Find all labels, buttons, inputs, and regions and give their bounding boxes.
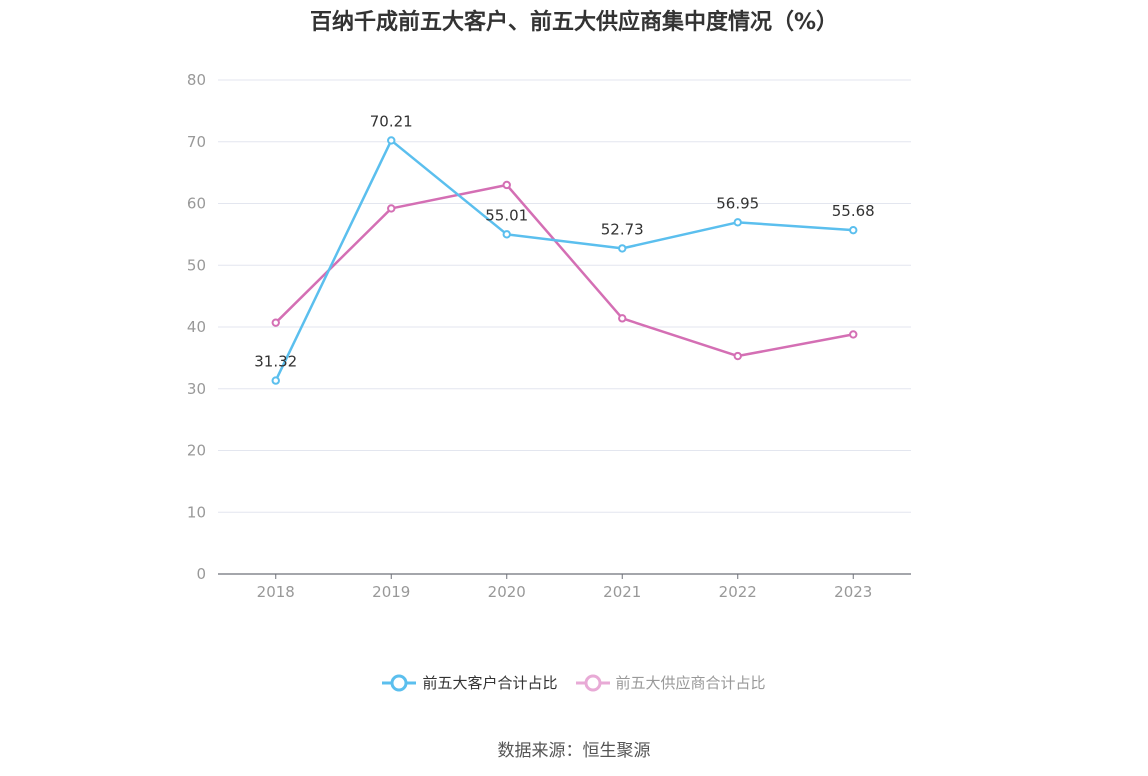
data-label: 55.01 — [485, 206, 528, 224]
data-point — [849, 225, 858, 235]
y-tick-label: 50 — [187, 256, 206, 274]
data-label: 55.68 — [832, 202, 875, 220]
data-point — [618, 244, 627, 253]
series-line — [274, 183, 854, 358]
legend-item-customers[interactable]: 前五大客户合计占比 — [382, 672, 558, 693]
data-point — [502, 230, 511, 239]
y-tick-label: 80 — [187, 71, 206, 89]
x-tick-label: 2021 — [603, 583, 641, 601]
data-point — [387, 204, 396, 213]
data-point — [271, 318, 280, 327]
y-tick-label: 40 — [187, 318, 206, 336]
data-label: 31.32 — [254, 353, 297, 371]
x-tick-label: 2023 — [834, 583, 872, 601]
chart-legend: 前五大客户合计占比 前五大供应商合计占比 — [0, 672, 1148, 693]
legend-line-circle-icon — [382, 674, 417, 691]
x-tick-label: 2022 — [719, 583, 757, 601]
data-label: 56.95 — [716, 194, 759, 212]
legend-label-suppliers: 前五大供应商合计占比 — [615, 674, 766, 692]
y-tick-label: 60 — [187, 195, 206, 213]
data-point — [502, 180, 511, 190]
legend-line-circle-icon — [575, 674, 610, 691]
legend-label-customers: 前五大客户合计占比 — [422, 674, 558, 692]
legend-item-suppliers[interactable]: 前五大供应商合计占比 — [575, 672, 766, 693]
y-tick-label: 70 — [187, 133, 206, 151]
chart-title: 百纳千成前五大客户、前五大供应商集中度情况（%） — [309, 10, 839, 35]
data-source: 数据来源：恒生聚源 — [497, 741, 651, 761]
x-tick-label: 2020 — [488, 583, 526, 601]
data-point — [849, 330, 858, 339]
data-point — [733, 351, 742, 361]
x-tick-label: 2018 — [257, 583, 295, 601]
data-label: 52.73 — [601, 220, 644, 238]
data-point — [618, 314, 627, 323]
x-tick-label: 2019 — [372, 583, 410, 601]
data-label: 70.21 — [370, 112, 413, 130]
y-tick-label: 30 — [187, 380, 206, 398]
data-point — [387, 136, 396, 145]
y-tick-label: 10 — [187, 503, 206, 521]
data-point — [271, 376, 280, 385]
y-tick-label: 0 — [196, 565, 206, 583]
y-tick-label: 20 — [187, 442, 206, 460]
series-line — [274, 139, 854, 382]
data-point — [733, 218, 742, 227]
